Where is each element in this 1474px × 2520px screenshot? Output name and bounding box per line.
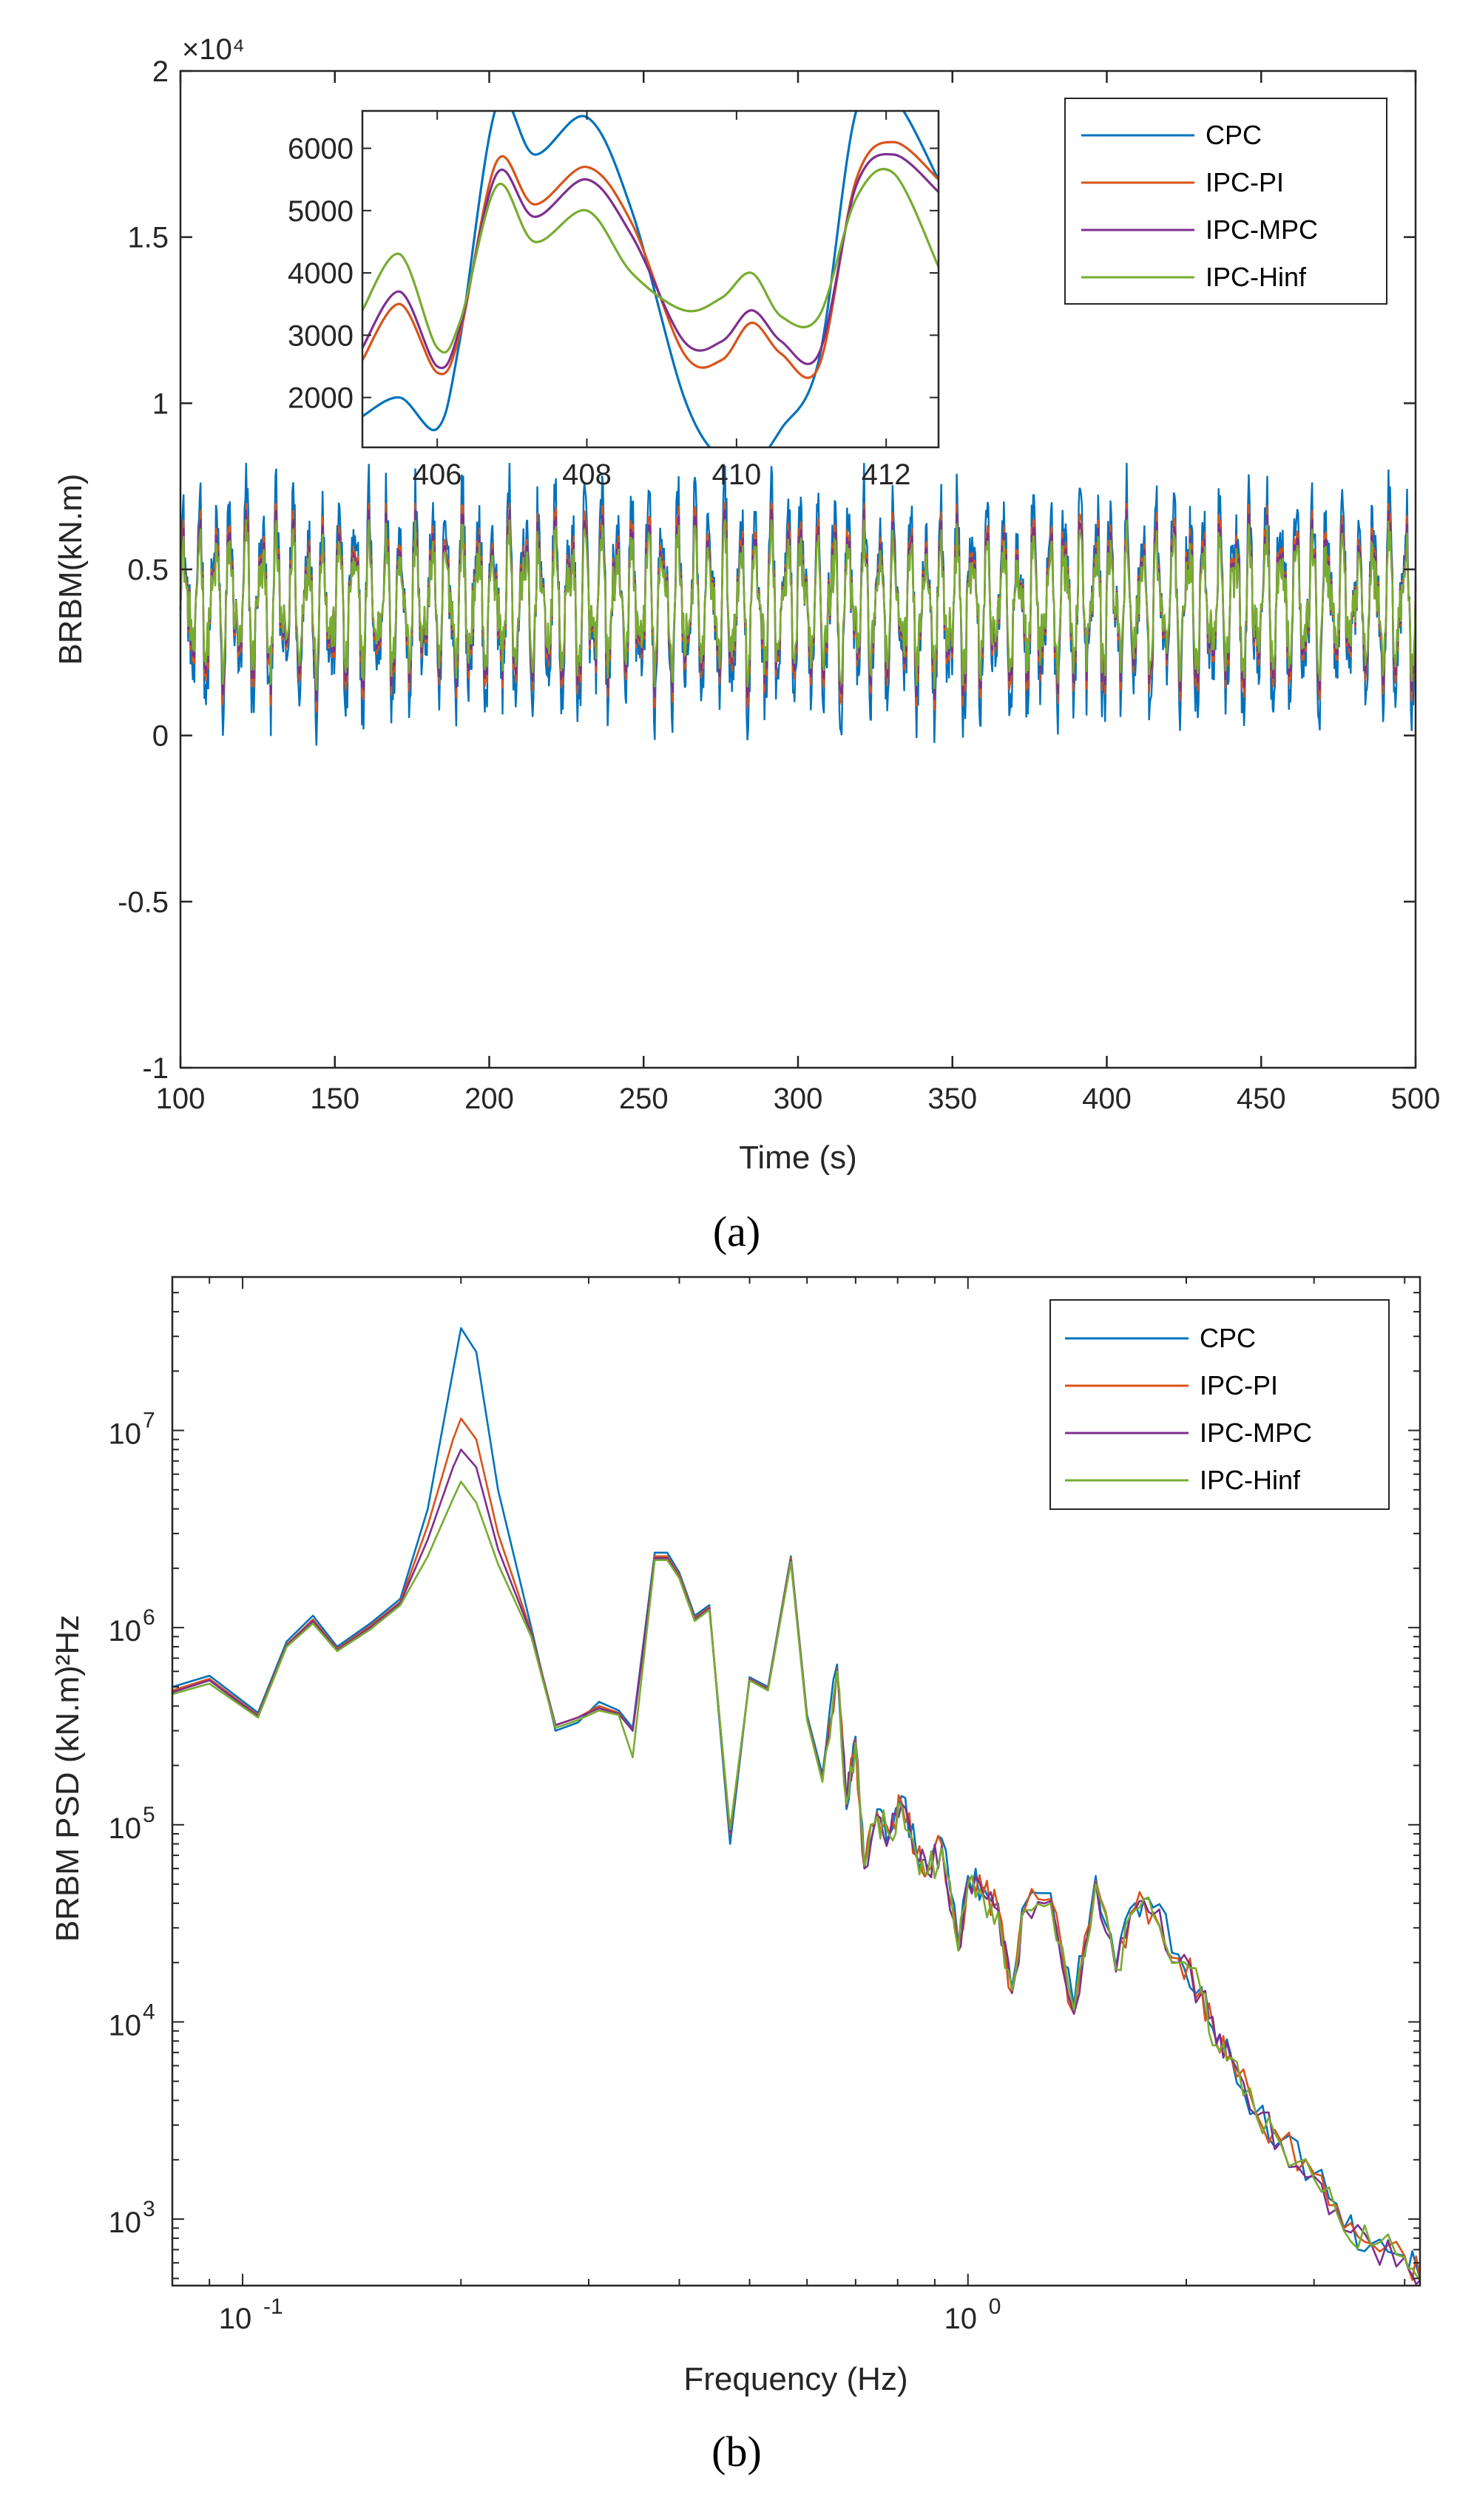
chart-a-x-tick-label: 400	[1082, 1083, 1132, 1115]
chart-b-legend: CPC IPC-PI IPC-MPC IPC-Hinf	[1049, 1299, 1390, 1510]
chart-a-inset-y-tick-label: 6000	[288, 133, 354, 166]
chart-a-x-tick-label: 450	[1237, 1083, 1286, 1115]
chart-a-y-exponent: ×10⁴	[182, 33, 245, 66]
chart-a-x-tick-label: 350	[927, 1083, 977, 1115]
chart-a-inset-y-tick-label: 2000	[288, 382, 354, 415]
chart-a-legend-label-IPC-MPC: IPC-MPC	[1206, 214, 1318, 245]
chart-a-x-tick-label: 300	[774, 1083, 823, 1115]
chart-b-y-tick-exponent: 5	[143, 1803, 155, 1827]
chart-a-inset-series-IPC-Hinf	[362, 168, 939, 354]
chart-b-y-tick-label: 10	[109, 1812, 142, 1845]
chart-b-xlabel: Frequency (Hz)	[683, 2361, 907, 2397]
chart-a-y-tick-label: 1	[152, 387, 169, 420]
chart-a-inset-y-tick-label: 4000	[288, 257, 354, 290]
chart-a-inset-x-tick-label: 412	[862, 458, 911, 491]
chart-a-series-lines	[179, 463, 1417, 746]
chart-a-y-ticks: -1 -0.5 0 0.5 1 1.5 2	[118, 55, 1416, 1085]
chart-a-x-tick-label: 100	[156, 1083, 206, 1115]
chart-a-y-tick-label: -1	[142, 1052, 169, 1085]
chart-a-inset-y-ticks: 2000 3000 4000 5000 6000	[288, 133, 939, 415]
chart-a-y-tick-label: -0.5	[118, 886, 169, 918]
chart-b-legend-label-CPC: CPC	[1200, 1323, 1256, 1353]
chart-a-x-tick-label: 500	[1391, 1083, 1441, 1115]
chart-a-legend-label-CPC: CPC	[1206, 120, 1262, 150]
chart-a-series-IPC-Hinf	[179, 519, 1417, 691]
chart-b-x-tick-exponent: -1	[263, 2294, 283, 2319]
chart-a-inset-x-tick-label: 406	[413, 458, 462, 491]
chart-a-x-tick-label: 250	[619, 1083, 669, 1115]
chart-b-series-IPC-Hinf	[172, 1480, 1420, 2281]
chart-b-ylabel: BRBM PSD (kN.m)²Hz	[50, 1615, 86, 1942]
chart-a-y-tick-label: 0	[152, 720, 169, 753]
chart-a-legend: CPC IPC-PI IPC-MPC IPC-Hinf	[1064, 98, 1387, 305]
chart-a-legend-label-IPC-PI: IPC-PI	[1206, 167, 1284, 197]
chart-a-inset-box	[361, 109, 940, 449]
chart-a-y-tick-label: 2	[152, 55, 169, 88]
chart-b-x-tick-exponent: 0	[989, 2294, 1001, 2319]
chart-b-x-tick-label: 10	[219, 2303, 252, 2335]
chart-a-legend-label-IPC-Hinf: IPC-Hinf	[1206, 262, 1307, 292]
chart-a-inset-series-IPC-MPC	[362, 152, 939, 370]
chart-a-x-tick-label: 150	[310, 1083, 359, 1115]
chart-a-y-tick-label: 1.5	[127, 222, 169, 254]
chart-b-y-tick-exponent: 6	[143, 1605, 155, 1630]
chart-a-inset-x-tick-label: 408	[562, 458, 612, 491]
chart-b-y-tick-exponent: 3	[143, 2197, 155, 2221]
chart-b-caption: (b)	[711, 2428, 762, 2476]
chart-a-inset-x-tick-label: 410	[711, 458, 761, 491]
chart-b-x-tick-label: 10	[944, 2303, 978, 2335]
chart-b-legend-label-IPC-MPC: IPC-MPC	[1200, 1418, 1312, 1448]
chart-a: 100 150 200 250 300 350 400 450 500 -1-0.500.511…	[53, 33, 1440, 1256]
chart-b-axes-box	[171, 1276, 1421, 2287]
chart-b-legend-label-IPC-PI: IPC-PI	[1200, 1370, 1278, 1400]
chart-b-x-ticks: 10 -1 10 0	[172, 1277, 1406, 2335]
chart-b-y-tick-label: 10	[109, 1615, 142, 1647]
chart-a-inset-y-tick-label: 5000	[288, 195, 354, 228]
chart-a-inset-y-tick-label: 3000	[288, 319, 354, 352]
chart-a-x-ticks: 100 150 200 250 300 350 400 450 500	[156, 71, 1441, 1115]
chart-a-inset-x-ticks: 406 408 410 412	[413, 111, 911, 491]
chart-b-y-tick-label: 10	[109, 2009, 142, 2042]
chart-a-inset-lines	[362, 111, 939, 447]
chart-a-xlabel: Time (s)	[739, 1139, 857, 1176]
chart-b-series-lines	[172, 1327, 1420, 2286]
chart-a-ylabel: BRBM(kN.m)	[53, 473, 89, 665]
chart-a-y-tick-label: 0.5	[127, 554, 169, 586]
chart-a-caption: (a)	[713, 1208, 760, 1256]
chart-b-y-tick-exponent: 7	[143, 1408, 155, 1432]
chart-b-y-tick-label: 10	[109, 1418, 142, 1450]
chart-a-inset: 406 408 410 412 2000 3000 4000 5000 6000	[288, 109, 940, 491]
chart-a-x-tick-label: 200	[464, 1083, 514, 1115]
chart-b-legend-label-IPC-Hinf: IPC-Hinf	[1200, 1465, 1301, 1495]
chart-b-y-tick-label: 10	[109, 2206, 142, 2239]
chart-b-y-tick-exponent: 4	[143, 1999, 155, 2024]
